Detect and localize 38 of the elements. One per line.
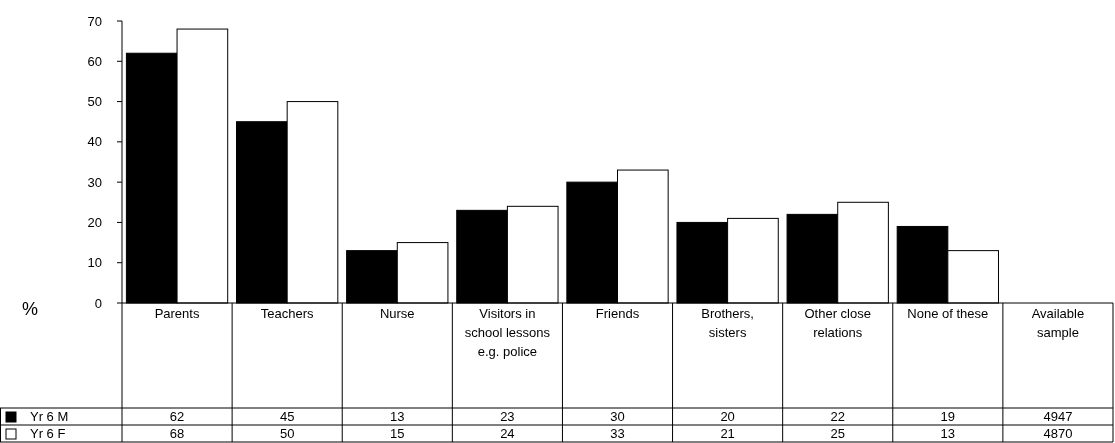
- data-label: 45: [279, 409, 295, 425]
- data-label: 30: [610, 409, 625, 425]
- legend-label: Yr 6 M: [30, 409, 69, 425]
- data-label: 13: [940, 426, 956, 442]
- data-label: 22: [830, 409, 845, 425]
- y-tick-label: 50: [87, 94, 102, 110]
- text: 4870: [1043, 426, 1073, 442]
- text: 4947: [1043, 409, 1073, 425]
- y-tick-label: 40: [87, 134, 102, 150]
- x-tick-label: None of these: [907, 306, 989, 321]
- x-tick-label: Nurse: [379, 306, 415, 321]
- data-label: 23: [500, 409, 515, 425]
- x-tick-label: Brothers, sisters: [701, 306, 754, 340]
- x-tick-label: Friends: [595, 306, 640, 321]
- data-label: 19: [940, 409, 956, 425]
- x-tick-label: Other close relations: [804, 306, 871, 340]
- y-tick-label: 0: [94, 295, 102, 311]
- data-label: 21: [720, 426, 735, 442]
- x-tick-label: Available sample: [1031, 306, 1085, 340]
- data-label: 33: [610, 426, 625, 442]
- y-tick-label: 60: [87, 53, 102, 69]
- data-label: 62: [169, 409, 185, 425]
- data-label: 68: [169, 426, 185, 442]
- data-label: 15: [390, 426, 405, 442]
- y-tick-label: 70: [87, 13, 102, 29]
- legend-label: Yr 6 F: [30, 426, 66, 442]
- y-axis-title: %: [21, 299, 39, 319]
- y-tick-label: 20: [87, 214, 102, 230]
- y-tick-label: 10: [87, 255, 102, 271]
- data-label: 20: [720, 409, 735, 425]
- data-label: 24: [500, 426, 515, 442]
- x-tick-label: Visitors in school lessons e.g. police: [464, 306, 551, 359]
- data-label: 25: [830, 426, 845, 442]
- data-label: 50: [279, 426, 295, 442]
- x-tick-label: Teachers: [260, 306, 315, 321]
- y-tick-label: 30: [87, 174, 102, 190]
- data-label: 13: [390, 409, 405, 425]
- x-tick-label: Parents: [154, 306, 200, 321]
